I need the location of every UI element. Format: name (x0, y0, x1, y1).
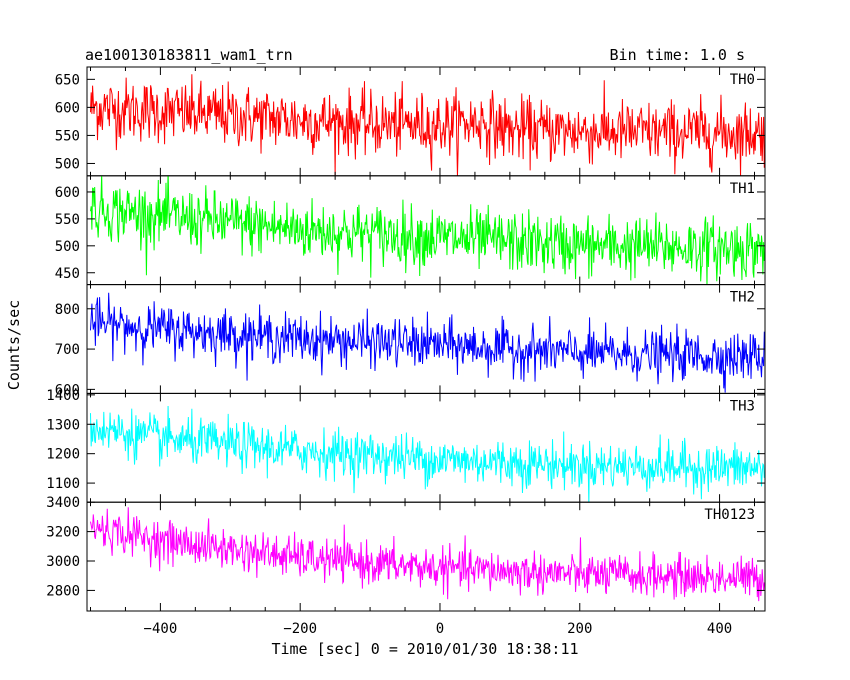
bin-time-label: Bin time: 1.0 s (610, 46, 745, 64)
y-tick-label: 2800 (46, 583, 80, 599)
y-tick-label: 600 (55, 382, 80, 398)
series-line-th0123 (89, 507, 765, 602)
chart-title: ae100130183811_wam1_trn (85, 46, 293, 64)
y-tick-label: 1200 (46, 447, 80, 463)
series-line-th0 (89, 74, 765, 176)
panel-frame (86, 501, 766, 612)
panels: TH0 500 550 600 650 TH1 450 500 550 600 TH2 600 700 8… (46, 66, 766, 637)
panel-label: TH3 (730, 398, 755, 414)
panel-th2: TH2 600 700 800 (55, 284, 766, 398)
panel-th0: TH0 500 550 600 650 (55, 66, 766, 177)
panel-frame (86, 392, 766, 503)
y-tick-label: 600 (55, 185, 80, 201)
x-axis-label: Time [sec] 0 = 2010/01/30 18:38:11 (271, 640, 578, 658)
x-tick-label: −400 (144, 621, 178, 637)
y-tick-label: 500 (55, 239, 80, 255)
panel-th0123: TH0123 2800 3000 3200 3400 (46, 495, 766, 612)
x-tick-label: 0 (436, 621, 444, 637)
y-axis-label: Counts/sec (5, 300, 23, 390)
x-tick-label: 400 (707, 621, 732, 637)
x-tick-label: −200 (283, 621, 317, 637)
panel-th3: TH3 1100 1200 1300 1400 (46, 388, 766, 503)
panel-frame (86, 284, 766, 394)
y-tick-label: 500 (55, 156, 80, 172)
y-tick-label: 450 (55, 266, 80, 282)
series-line-th2 (89, 292, 765, 393)
y-tick-label: 1300 (46, 417, 80, 433)
panel-label: TH0123 (704, 507, 755, 523)
panel-frame (86, 175, 766, 286)
panel-label: TH2 (730, 290, 755, 306)
panel-th1: TH1 450 500 550 600 (55, 175, 766, 286)
y-tick-label: 1100 (46, 476, 80, 492)
y-tick-label: 1400 (46, 388, 80, 404)
series-line-th3 (89, 406, 765, 503)
y-tick-label: 3200 (46, 525, 80, 541)
y-tick-label: 800 (55, 302, 80, 318)
y-tick-label: 3400 (46, 495, 80, 511)
y-tick-label: 3000 (46, 554, 80, 570)
series-line-th1 (89, 175, 765, 285)
y-tick-label: 650 (55, 72, 80, 88)
y-tick-label: 550 (55, 128, 80, 144)
y-tick-label: 600 (55, 100, 80, 116)
panel-label: TH1 (730, 181, 755, 197)
y-tick-label: 550 (55, 212, 80, 228)
y-tick-label: 700 (55, 342, 80, 358)
x-tick-label: 200 (567, 621, 592, 637)
panel-label: TH0 (730, 72, 755, 88)
